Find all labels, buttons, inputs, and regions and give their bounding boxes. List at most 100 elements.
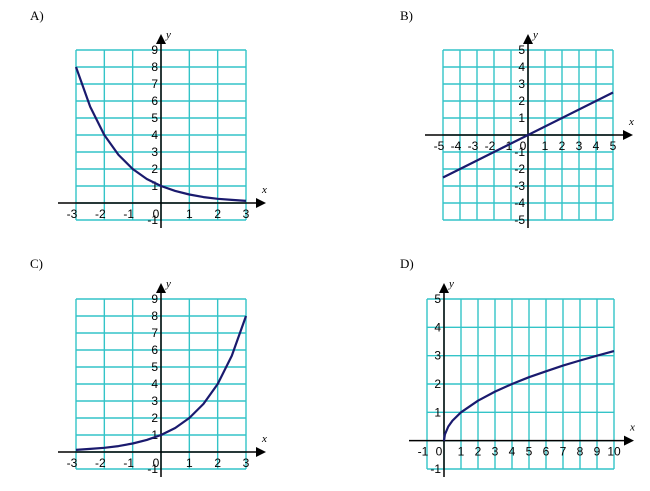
y-tick-label: 4 <box>434 320 441 334</box>
x-axis-arrow <box>623 130 633 140</box>
x-tick-label: 4 <box>593 139 600 153</box>
y-tick-label: 8 <box>151 309 158 323</box>
x-axis-label: x <box>629 422 635 434</box>
y-tick-label: 3 <box>518 77 525 91</box>
x-tick-label: 0 <box>153 456 160 470</box>
x-tick-label: 4 <box>509 445 516 459</box>
y-tick-label: 5 <box>151 111 158 125</box>
x-axis-label: x <box>261 433 267 445</box>
y-axis-label: y <box>165 29 171 41</box>
y-tick-label: 9 <box>151 43 158 57</box>
y-tick-label: 7 <box>151 326 158 340</box>
y-tick-label: 9 <box>151 292 158 306</box>
panel-label-c: C) <box>30 256 43 271</box>
y-tick-label: 1 <box>151 179 158 193</box>
x-tick-label: -3 <box>67 207 78 221</box>
y-tick-label: -5 <box>514 213 525 227</box>
panel-label-b: B) <box>400 8 413 23</box>
x-axis-arrow <box>256 198 266 208</box>
x-tick-label: 8 <box>577 445 584 459</box>
y-tick-label: 5 <box>518 43 525 57</box>
y-tick-label: 7 <box>151 77 158 91</box>
y-tick-label: 8 <box>151 60 158 74</box>
y-tick-label: 1 <box>434 405 441 419</box>
y-tick-label: 5 <box>151 360 158 374</box>
x-tick-label: 0 <box>436 445 443 459</box>
y-tick-label: 4 <box>151 128 158 142</box>
y-tick-label: 6 <box>151 94 158 108</box>
y-tick-label: 2 <box>434 377 441 391</box>
x-tick-label: 7 <box>560 445 567 459</box>
x-tick-label: -1 <box>123 456 134 470</box>
x-tick-label: 1 <box>186 456 193 470</box>
y-tick-label: 3 <box>434 349 441 363</box>
y-tick-label: -3 <box>514 179 525 193</box>
y-tick-label: 2 <box>151 411 158 425</box>
x-tick-label: -2 <box>95 456 106 470</box>
series-curve-b <box>442 91 614 179</box>
panel-label-a: A) <box>30 8 44 23</box>
y-tick-label: 1 <box>151 428 158 442</box>
y-tick-label: 2 <box>151 162 158 176</box>
x-axis-label: x <box>261 184 267 196</box>
x-tick-label: -2 <box>95 207 106 221</box>
x-tick-label: 2 <box>559 139 566 153</box>
series-curve-c <box>75 315 248 451</box>
y-tick-label: -1 <box>147 462 158 476</box>
x-tick-label: -3 <box>468 139 479 153</box>
x-tick-label: 3 <box>492 445 499 459</box>
x-tick-label: -4 <box>451 139 462 153</box>
y-tick-label: -2 <box>514 162 525 176</box>
series-curve-d <box>442 350 615 441</box>
x-tick-label: -5 <box>434 139 445 153</box>
x-tick-label: 2 <box>214 207 221 221</box>
x-tick-label: 3 <box>243 207 250 221</box>
y-tick-label: 3 <box>151 394 158 408</box>
y-axis-label: y <box>532 29 538 41</box>
x-tick-label: 2 <box>214 456 221 470</box>
y-axis-arrow <box>439 283 449 293</box>
y-tick-label: 1 <box>518 111 525 125</box>
x-axis-arrow <box>256 447 266 457</box>
y-tick-label: -1 <box>430 462 441 476</box>
series-curve-a <box>74 66 247 202</box>
y-axis-arrow <box>156 283 166 293</box>
y-tick-label: 4 <box>518 60 525 74</box>
y-tick-label: 6 <box>151 343 158 357</box>
y-tick-label: 2 <box>518 94 525 108</box>
y-axis-arrow <box>523 34 533 44</box>
x-tick-label: 6 <box>543 445 550 459</box>
x-tick-label: 1 <box>458 445 465 459</box>
y-tick-label: -1 <box>147 213 158 227</box>
x-tick-label: 5 <box>526 445 533 459</box>
grid-d <box>426 298 615 470</box>
y-tick-label: 3 <box>151 145 158 159</box>
x-tick-label: 1 <box>542 139 549 153</box>
x-tick-label: 5 <box>610 139 617 153</box>
y-tick-label: 5 <box>434 292 441 306</box>
x-tick-label: 3 <box>243 456 250 470</box>
y-axis-label: y <box>448 278 454 290</box>
x-tick-label: -1 <box>123 207 134 221</box>
y-tick-label: 4 <box>151 377 158 391</box>
x-tick-label: 2 <box>475 445 482 459</box>
y-tick-label: -4 <box>514 196 525 210</box>
x-tick-label: 0 <box>153 207 160 221</box>
x-tick-label: -1 <box>418 445 429 459</box>
panel-label-d: D) <box>400 256 414 271</box>
y-axis-label: y <box>165 278 171 290</box>
x-tick-label: 1 <box>186 207 193 221</box>
x-axis-arrow <box>624 435 634 446</box>
x-tick-label: 10 <box>607 445 621 459</box>
x-tick-label: -3 <box>67 456 78 470</box>
x-tick-label: 9 <box>594 445 601 459</box>
x-axis-label: x <box>628 116 634 128</box>
x-tick-label: 3 <box>576 139 583 153</box>
x-tick-label: 0 <box>520 139 527 153</box>
